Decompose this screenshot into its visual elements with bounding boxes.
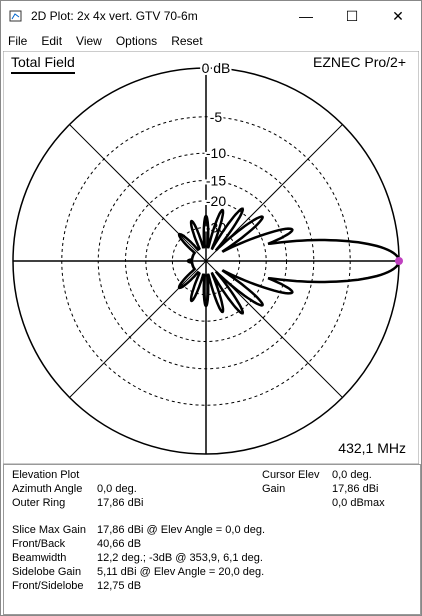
info-value: 17,86 dBi bbox=[332, 483, 379, 495]
info-value: 0,0 dBmax bbox=[332, 497, 385, 509]
info-label: Front/Sidelobe bbox=[12, 580, 84, 592]
menu-item[interactable]: View bbox=[76, 34, 102, 48]
info-label: Outer Ring bbox=[12, 497, 66, 509]
info-panel: Elevation Plot Azimuth Angle 0,0 deg. Oute… bbox=[3, 464, 421, 615]
menu-item[interactable]: File bbox=[8, 34, 28, 48]
ring-label: 0 dB bbox=[202, 60, 231, 76]
ring-label: -10 bbox=[206, 145, 226, 161]
cursor-marker bbox=[395, 257, 403, 265]
info-value: 40,66 dB bbox=[97, 538, 142, 550]
ring-label: -20 bbox=[206, 193, 226, 209]
maximize-button[interactable]: ☐ bbox=[345, 8, 359, 24]
menu-item[interactable]: Edit bbox=[41, 34, 63, 48]
plot-area: Total Field EZNEC Pro/2+ 432,1 MHz 0 dB -… bbox=[3, 51, 419, 464]
info-label: Beamwidth bbox=[12, 552, 67, 564]
ring-label: -15 bbox=[206, 172, 226, 188]
product-label: EZNEC Pro/2+ bbox=[313, 54, 406, 70]
plot-kind: Elevation Plot bbox=[12, 469, 80, 481]
info-label: Gain bbox=[262, 483, 286, 495]
info-value: 17,86 dBi @ Elev Angle = 0,0 deg. bbox=[97, 524, 266, 536]
info-label: Front/Back bbox=[12, 538, 66, 550]
info-label: Azimuth Angle bbox=[12, 483, 83, 495]
ring-label: -5 bbox=[210, 109, 223, 125]
frequency-label: 432,1 MHz bbox=[338, 440, 406, 456]
close-button[interactable]: ✕ bbox=[392, 8, 404, 24]
app-icon bbox=[9, 10, 22, 22]
info-label: Slice Max Gain bbox=[12, 524, 86, 536]
info-value: 17,86 dBi bbox=[97, 497, 144, 509]
menu-item[interactable]: Reset bbox=[171, 34, 203, 48]
axis-line bbox=[69, 124, 343, 398]
menu-bar: File Edit View Options Reset bbox=[1, 32, 210, 51]
info-label: Cursor Elev bbox=[262, 469, 320, 481]
info-value: 0,0 deg. bbox=[332, 469, 372, 481]
info-value: 5,11 dBi @ Elev Angle = 20,0 deg. bbox=[97, 566, 265, 578]
menu-item[interactable]: Options bbox=[115, 34, 158, 48]
minimize-button[interactable]: — bbox=[299, 8, 313, 24]
window-title: 2D Plot: 2x 4x vert. GTV 70-6m bbox=[31, 9, 198, 23]
info-value: 12,2 deg.; -3dB @ 353,9, 6,1 deg. bbox=[97, 552, 263, 564]
field-label: Total Field bbox=[11, 54, 75, 70]
info-value: 12,75 dB bbox=[97, 580, 142, 592]
info-value: 0,0 deg. bbox=[97, 483, 137, 495]
info-label: Sidelobe Gain bbox=[12, 566, 82, 578]
title-bar: 2D Plot: 2x 4x vert. GTV 70-6m — ☐ ✕ bbox=[1, 1, 421, 31]
